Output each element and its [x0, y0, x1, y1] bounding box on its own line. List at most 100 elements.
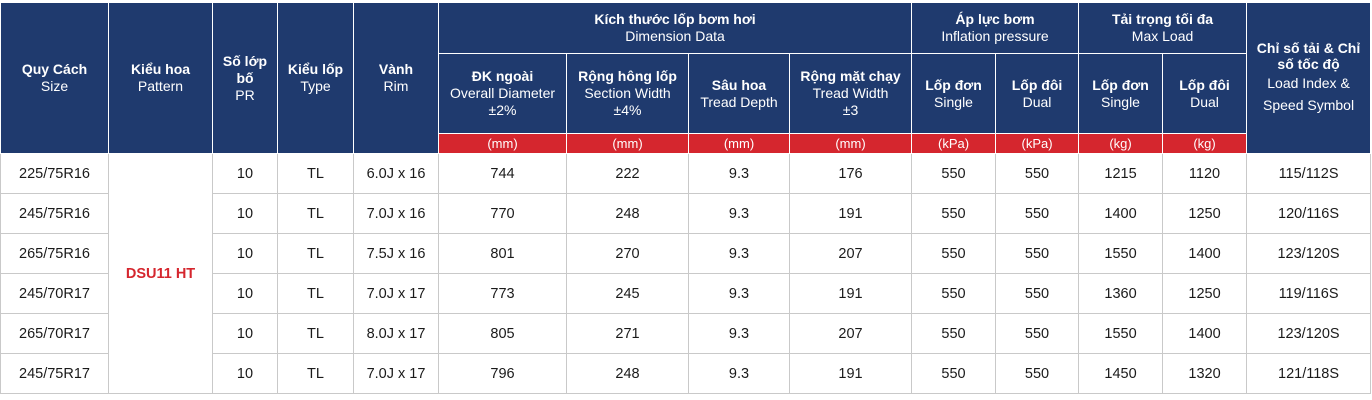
table-row: 225/75R16 DSU11 HT 10 TL 6.0J x 16 744 222 9.3 1…	[0, 153, 1372, 394]
table-cell: 6.0J x 16	[353, 153, 439, 194]
header-pattern-en: Pattern	[137, 78, 184, 94]
table-cell: 191	[788, 193, 912, 234]
table-cell: 550	[911, 233, 996, 274]
header-pr-vn: Số lớp bố	[222, 52, 268, 86]
table-cell: 9.3	[688, 153, 790, 194]
table-cell: 773	[438, 273, 567, 314]
table-cell: 770	[438, 193, 567, 234]
table-cell: 265/70R17	[0, 313, 109, 354]
table-cell: 207	[788, 233, 912, 274]
table-cell: 1550	[1078, 233, 1163, 274]
table-cell: 10	[212, 193, 278, 234]
table-cell: 222	[566, 153, 689, 194]
table-cell: 550	[911, 193, 996, 234]
table-cell: 1550	[1078, 313, 1163, 354]
table-cell: 550	[995, 313, 1079, 354]
unit-cell: (mm)	[566, 133, 689, 154]
header-tread-depth: Sâu hoa Tread Depth	[688, 53, 790, 134]
table-cell: 744	[438, 153, 567, 194]
header-tread-depth-vn: Sâu hoa	[711, 76, 767, 93]
unit-cell: (kPa)	[995, 133, 1080, 154]
header-section-width-en: Section Width	[584, 85, 671, 101]
table-cell: 7.0J x 17	[353, 273, 439, 314]
table-cell: 1120	[1162, 153, 1247, 194]
table-cell: 1250	[1162, 193, 1247, 234]
table-cell: 265/75R16	[0, 233, 109, 274]
table-cell: 207	[788, 313, 912, 354]
header-load-index-vn: Chỉ số tải & Chỉ số tốc độ	[1256, 40, 1361, 72]
unit-cell: (kg)	[1078, 133, 1164, 154]
header-tread-width-tol: ±3	[842, 102, 859, 118]
table-cell: 176	[788, 153, 912, 194]
table-header: Quy Cách Size Kiểu hoa Pattern Số lớp bố…	[0, 2, 1372, 154]
table-cell: 115/112S	[1246, 153, 1372, 194]
header-inflation-vn: Áp lực bơm	[955, 11, 1035, 27]
table-cell: 1320	[1162, 353, 1247, 394]
table-cell: 550	[911, 273, 996, 314]
header-inflation-single-en: Single	[934, 93, 973, 110]
header-load-dual: Lốp đôi Dual	[1162, 53, 1248, 134]
table-cell: 119/116S	[1246, 273, 1372, 314]
table-cell: 245/75R17	[0, 353, 109, 394]
header-max-load-vn: Tải trọng tối đa	[1111, 11, 1214, 27]
header-tread-width-vn: Rộng mặt chạy	[800, 68, 901, 84]
header-load-index-en: Load Index & Speed Symbol	[1263, 75, 1355, 113]
header-overall-diameter-en: Overall Diameter	[449, 85, 556, 101]
table-cell: 9.3	[688, 313, 790, 354]
table-cell: 550	[995, 193, 1079, 234]
table-cell: 270	[566, 233, 689, 274]
table-cell: 805	[438, 313, 567, 354]
table-cell: 248	[566, 353, 689, 394]
header-inflation-en: Inflation pressure	[941, 28, 1049, 44]
table-cell: 7.0J x 17	[353, 353, 439, 394]
table-cell: 10	[212, 353, 278, 394]
table-cell: TL	[277, 353, 354, 394]
table-cell: 550	[911, 153, 996, 194]
table-row: 265/70R17 10 TL 8.0J x 17 805 271 9.3 207 550 550…	[0, 313, 1372, 354]
header-size-vn: Quy Cách	[21, 61, 88, 77]
table-cell: 550	[995, 273, 1079, 314]
table-cell: TL	[277, 233, 354, 274]
table-row: 265/75R16 10 TL 7.5J x 16 801 270 9.3 207 550 550…	[0, 233, 1372, 274]
header-section-width: Rộng hông lốp Section Width ±4%	[566, 53, 689, 134]
table-cell: 9.3	[688, 273, 790, 314]
table-cell: 9.3	[688, 233, 790, 274]
table-cell: TL	[277, 153, 354, 194]
table-cell: 191	[788, 353, 912, 394]
table-cell: 191	[788, 273, 912, 314]
table-cell: 796	[438, 353, 567, 394]
header-rim: Vành Rim	[353, 2, 439, 154]
table-cell: 9.3	[688, 353, 790, 394]
table-cell: 1360	[1078, 273, 1163, 314]
header-rim-en: Rim	[383, 78, 409, 94]
table-cell: 10	[212, 273, 278, 314]
unit-cell: (mm)	[788, 133, 913, 154]
header-dimension-en: Dimension Data	[625, 28, 725, 44]
table-cell: TL	[277, 313, 354, 354]
table-cell: 8.0J x 17	[353, 313, 439, 354]
table-cell: 271	[566, 313, 689, 354]
table-cell: 1400	[1162, 313, 1247, 354]
header-max-load-en: Max Load	[1131, 28, 1194, 44]
header-tread-width-en: Tread Width	[812, 85, 889, 101]
header-load-dual-vn: Lốp đôi	[1179, 76, 1230, 93]
table-cell: 9.3	[688, 193, 790, 234]
header-overall-diameter: ĐK ngoài Overall Diameter ±2%	[438, 53, 567, 134]
header-inflation-dual-vn: Lốp đôi	[1011, 76, 1063, 93]
header-section-width-tol: ±4%	[613, 102, 642, 118]
table-cell: 248	[566, 193, 689, 234]
table-cell: 1250	[1162, 273, 1247, 314]
table-cell: 550	[995, 153, 1079, 194]
table-cell: 550	[911, 353, 996, 394]
unit-cell: (kPa)	[911, 133, 997, 154]
header-load-single: Lốp đơn Single	[1078, 53, 1164, 134]
header-overall-diameter-tol: ±2%	[488, 102, 517, 118]
header-type-vn: Kiểu lốp	[287, 61, 344, 77]
table-cell: 1450	[1078, 353, 1163, 394]
table-cell: 1400	[1078, 193, 1163, 234]
header-dimension-vn: Kích thước lốp bơm hơi	[594, 11, 756, 27]
table-cell: 245/75R16	[0, 193, 109, 234]
table-cell: 1215	[1078, 153, 1163, 194]
header-max-load: Tải trọng tối đa Max Load	[1078, 2, 1248, 54]
